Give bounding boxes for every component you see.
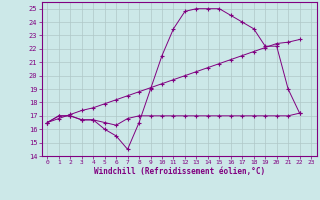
X-axis label: Windchill (Refroidissement éolien,°C): Windchill (Refroidissement éolien,°C) — [94, 167, 265, 176]
